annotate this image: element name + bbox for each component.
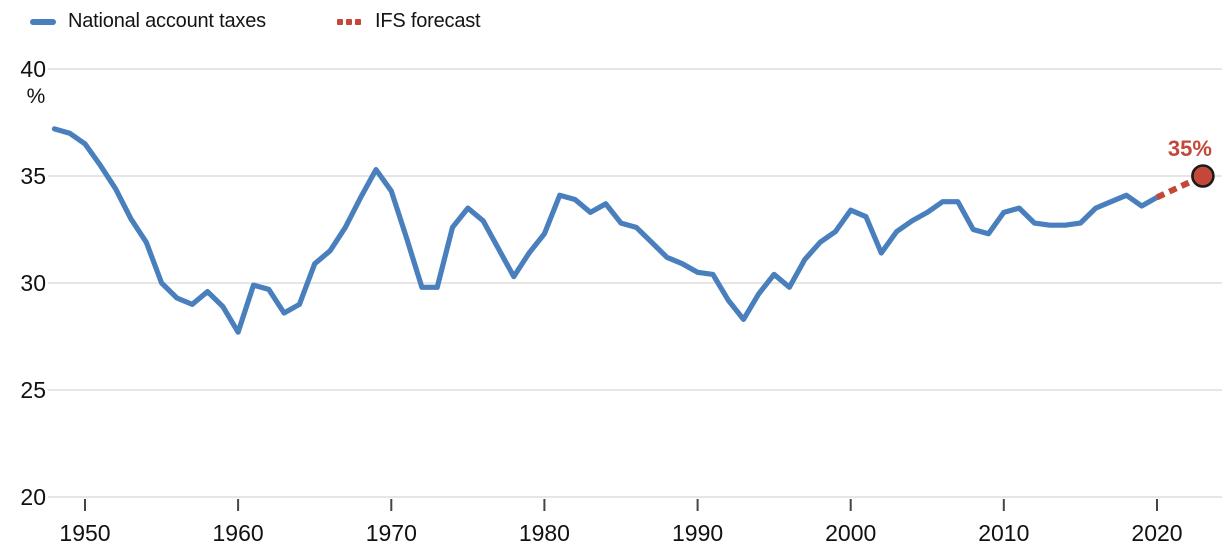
series-line xyxy=(51,126,1160,335)
legend-item-national-account-taxes: National account taxes xyxy=(30,10,266,33)
series-legend-label: National account taxes xyxy=(68,10,266,32)
x-tick-label: 1960 xyxy=(213,520,264,546)
x-tick-label: 1980 xyxy=(519,520,570,546)
x-tick-label: 2000 xyxy=(825,520,876,546)
y-tick-label: 40 xyxy=(20,56,46,82)
forecast-endpoint-dot xyxy=(1191,164,1215,188)
legend-item-ifs-forecast: IFS forecast xyxy=(337,10,481,33)
y-tick-label: 35 xyxy=(20,163,46,189)
forecast-legend-label: IFS forecast xyxy=(375,10,481,32)
y-tick-label: 25 xyxy=(20,377,46,403)
x-tick-label: 1970 xyxy=(366,520,417,546)
y-tick-label: 30 xyxy=(20,270,46,296)
x-tick-label: 2010 xyxy=(978,520,1029,546)
x-tick-label: 2020 xyxy=(1131,520,1182,546)
y-tick-label: 20 xyxy=(20,484,46,510)
forecast-dotted-swatch-icon xyxy=(337,18,364,25)
x-tick-label: 1950 xyxy=(59,520,110,546)
y-axis-unit-label: % xyxy=(27,85,46,108)
legend: National account taxes IFS forecast xyxy=(0,0,1224,40)
x-tick-label: 1990 xyxy=(672,520,723,546)
forecast-value-label: 35% xyxy=(1168,136,1212,161)
series-line-swatch-icon xyxy=(30,18,56,25)
